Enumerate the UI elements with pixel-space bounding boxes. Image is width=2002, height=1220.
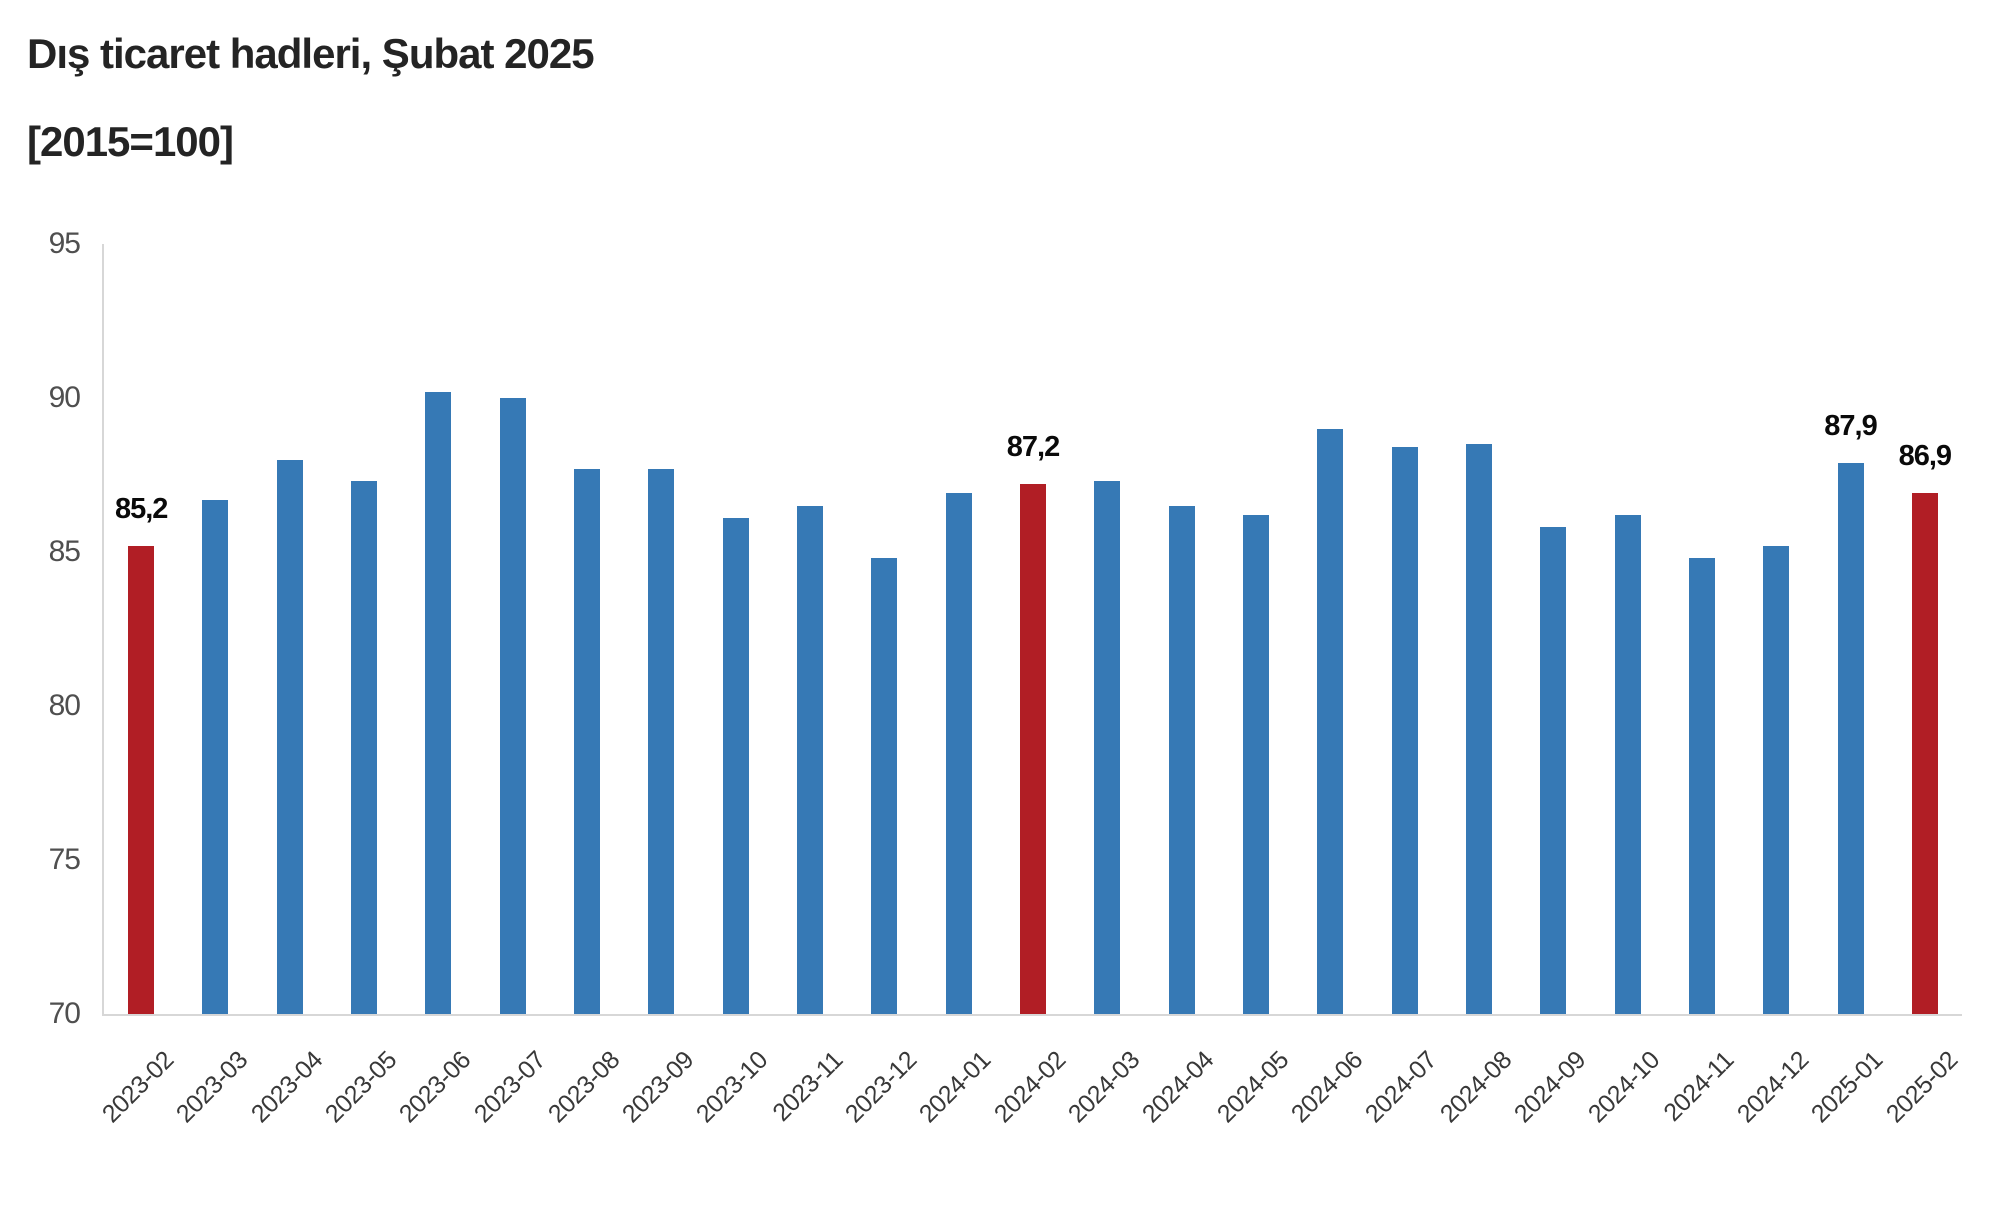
bar-2023-11 [797,505,824,1014]
bar-2023-09 [648,468,675,1014]
y-axis-tick-label: 85 [48,535,81,568]
x-axis-tick-label: 2025-02 [1880,1046,1963,1129]
bar-2023-06 [425,391,452,1014]
bar-2024-07 [1391,447,1418,1014]
bar-value-label-2023-02: 85,2 [114,492,168,525]
x-axis-tick-label: 2024-12 [1731,1046,1815,1129]
bar-2024-01 [945,493,972,1014]
y-axis-tick-label: 95 [48,227,81,260]
y-axis-tick-label: 70 [48,997,81,1030]
bar-2023-03 [202,499,229,1014]
chart-subtitle: [2015=100] [27,118,234,165]
y-axis: 95 90 85 80 75 70 [0,227,86,1030]
x-axis-tick-label: 2024-08 [1434,1046,1517,1129]
x-axis-tick-label: 2024-01 [914,1046,997,1129]
bar-2024-12 [1763,545,1790,1014]
x-axis-tick-label: 2024-11 [1658,1046,1740,1127]
x-axis-tick-label: 2023-09 [617,1046,700,1129]
bar-2024-04 [1168,505,1195,1014]
bar-2023-12 [871,558,898,1014]
x-axis-tick-label: 2024-05 [1211,1046,1294,1129]
bar-2023-08 [574,468,601,1014]
x-axis-tick-label: 2024-07 [1360,1046,1443,1129]
x-axis-tick-label: 2023-02 [96,1046,179,1129]
bar-2024-02 [1020,484,1046,1014]
x-axis-tick-label: 2023-07 [468,1046,551,1129]
y-axis-tick-label: 80 [48,689,81,722]
bar-2024-06 [1317,428,1344,1014]
bar-2023-02 [128,545,155,1014]
bar-2023-05 [351,481,378,1014]
bar-2024-03 [1094,481,1121,1014]
x-axis-tick-label: 2023-05 [319,1046,402,1129]
x-axis-tick-label: 2023-04 [245,1046,328,1129]
bar-2024-10 [1614,515,1641,1014]
x-axis: 2023-02 2023-03 2023-04 2023-05 2023-06 2023-… [97,1016,1963,1196]
bar-2025-02 [1911,493,1938,1014]
bar-2024-11 [1688,558,1715,1014]
bar-2025-01 [1837,462,1864,1014]
bar-2024-05 [1242,515,1269,1014]
y-axis-tick-label: 75 [48,843,81,876]
bar-2024-09 [1540,527,1567,1014]
bar-2024-08 [1465,444,1492,1014]
bar-value-label-2025-02: 86,9 [1898,440,1952,473]
x-axis-tick-label: 2025-01 [1806,1046,1889,1129]
bar-value-label-2024-02: 87,2 [1006,431,1060,464]
x-axis-tick-label: 2024-10 [1583,1046,1666,1129]
x-axis-tick-label: 2023-10 [691,1046,774,1129]
plot-area: 85,2 87,2 87,9 86,9 [102,244,1962,1016]
x-axis-tick-label: 2024-02 [988,1046,1071,1129]
x-axis-tick-label: 2023-12 [839,1046,923,1129]
x-axis-tick-label: 2024-03 [1062,1046,1146,1129]
x-axis-tick-label: 2023-06 [394,1046,477,1129]
x-axis-tick-label: 2023-11 [766,1046,848,1127]
bar-value-label-2025-01: 87,9 [1824,409,1877,442]
bar-2023-04 [276,459,303,1014]
x-axis-tick-label: 2023-08 [542,1046,625,1129]
bar-2023-10 [722,518,749,1014]
bar-2023-07 [499,398,526,1014]
y-axis-tick-label: 90 [48,381,81,414]
x-axis-tick-label: 2024-04 [1137,1046,1220,1129]
x-axis-tick-label: 2024-06 [1285,1046,1369,1129]
x-axis-tick-label: 2023-03 [171,1046,254,1129]
x-axis-tick-label: 2024-09 [1508,1046,1592,1129]
chart-title: Dış ticaret hadleri, Şubat 2025 [27,30,595,77]
